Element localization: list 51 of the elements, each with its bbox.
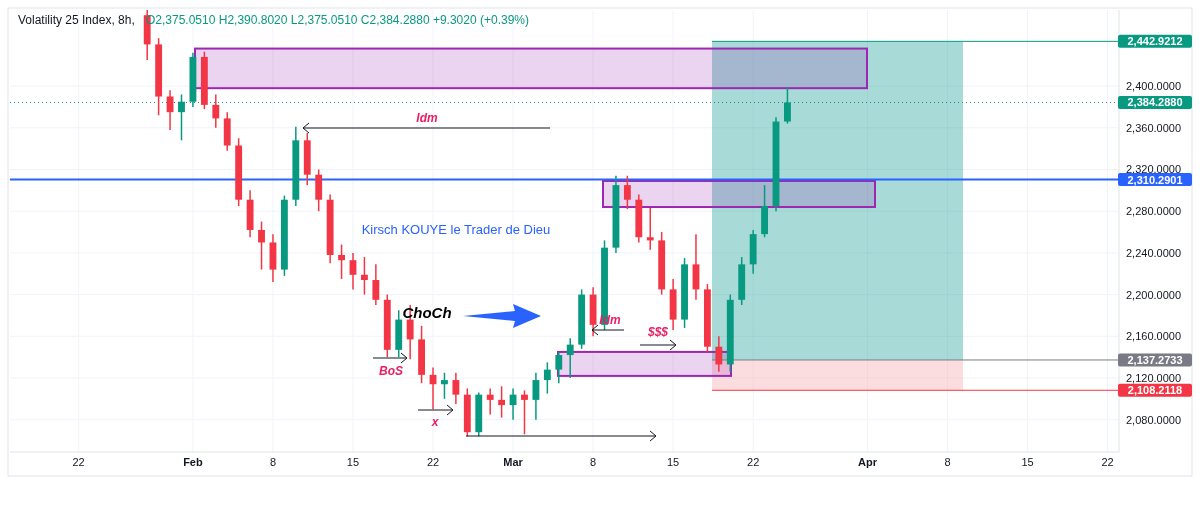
- x-tick-label: 15: [1021, 456, 1034, 468]
- candlestick: [360, 256, 368, 296]
- annotation: Idm: [416, 111, 438, 125]
- candlestick: [338, 243, 345, 280]
- candlestick: [543, 361, 551, 395]
- candlestick: [521, 389, 528, 436]
- ref-line-label: 2,442.9212: [1127, 35, 1183, 48]
- y-tick-label: 2,400.0000: [1126, 80, 1182, 93]
- x-tick-label: 15: [346, 456, 360, 468]
- candlestick: [212, 93, 220, 129]
- ref-line-label: 2,108.2118: [1127, 384, 1183, 397]
- x-tick-label: 8: [269, 456, 277, 468]
- x-tick-label: 22: [747, 456, 760, 468]
- y-tick-label: 2,160.0000: [1126, 330, 1182, 343]
- x-tick-label: Apr: [858, 456, 878, 468]
- candlestick: [372, 263, 380, 306]
- candlestick: [566, 337, 574, 379]
- chart-title: Volatility 25 Index, 8h,: [18, 13, 135, 27]
- candlestick: [715, 335, 723, 373]
- annotation: BoS: [379, 364, 403, 378]
- y-tick-label: 2,280.0000: [1126, 205, 1182, 218]
- x-tick-label: 22: [1101, 456, 1114, 468]
- annotation: $$$: [646, 325, 669, 339]
- candlestick: [646, 207, 654, 251]
- ref-line-label: 2,310.2901: [1127, 173, 1183, 186]
- x-tick-label: 15: [666, 456, 680, 468]
- annotation: Kirsch KOUYE le Trader de Dieu: [361, 222, 551, 237]
- ref-line-label: 2,384.2880: [1127, 96, 1183, 109]
- candlestick: [623, 175, 631, 210]
- y-tick-label: 2,200.0000: [1126, 288, 1182, 301]
- x-tick-label: 8: [590, 456, 597, 468]
- y-tick-label: 2,320.0000: [1126, 163, 1182, 176]
- x-tick-label: 22: [72, 456, 85, 468]
- candlestick: [441, 372, 448, 400]
- candlestick: [498, 385, 506, 419]
- ref-line-label: 2,137.2733: [1127, 353, 1183, 366]
- x-tick-label: 22: [426, 456, 440, 468]
- y-tick-label: 2,080.0000: [1126, 413, 1182, 426]
- candlestick: [532, 372, 540, 421]
- candlestick: [349, 252, 357, 291]
- candlestick: [555, 351, 563, 384]
- x-tick-label: Mar: [503, 456, 524, 468]
- candlestick: [258, 220, 265, 271]
- annotation: x: [430, 415, 440, 429]
- candlestick: [486, 387, 494, 416]
- x-tick-label: Feb: [183, 456, 203, 468]
- candlestick: [452, 372, 460, 405]
- y-tick-label: 2,240.0000: [1126, 246, 1182, 259]
- y-tick-label: 2,120.0000: [1126, 371, 1182, 384]
- y-tick-label: 2,360.0000: [1126, 121, 1182, 134]
- x-tick-label: 8: [944, 456, 951, 468]
